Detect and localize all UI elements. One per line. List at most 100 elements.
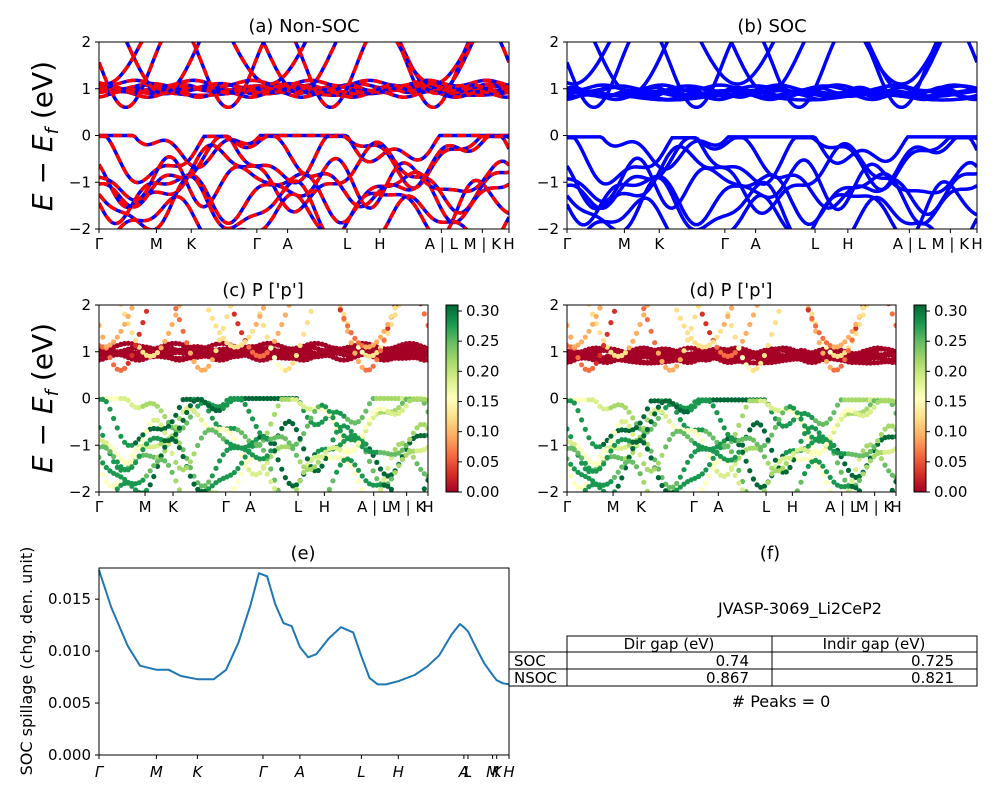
- pt-layerC-u2-75: [370, 342, 376, 348]
- pt-layerC-v0-41: [246, 395, 252, 402]
- pt-layerC-v4-86: [410, 454, 416, 460]
- pt-layerC-v2-1: [100, 432, 106, 438]
- pt-layerC-v7-51: [282, 436, 288, 442]
- pt-layerD-v5-28: [667, 498, 672, 503]
- pt-layerD-v0-15: [619, 402, 625, 408]
- band-a-val-up-0: [99, 133, 509, 170]
- pt-layerD-v6-64: [798, 438, 804, 444]
- pt-layerD-u2-85: [875, 270, 880, 275]
- pt-layerC-v2-65: [334, 421, 340, 428]
- pt-layerC-v6-80: [388, 451, 394, 457]
- pt-layerD-u2-7: [590, 321, 596, 327]
- pt-layerC-u2-33: [217, 330, 223, 336]
- pt-layerC-u0-88: [418, 261, 423, 266]
- pt-layerC-v1-38: [235, 427, 241, 433]
- pt-layerC-v7-58: [308, 466, 314, 472]
- cbtick-cbticksC-0: 0.00: [466, 483, 499, 501]
- pt-layerC-v5-59: [312, 501, 317, 506]
- pt-layerC-u0-32: [213, 269, 218, 274]
- pt-layerD-u1-62: [791, 284, 796, 289]
- pt-layerD-v1-5: [582, 426, 588, 432]
- pt-layerD-v5-11: [604, 481, 610, 487]
- pt-layerC-v7-4: [111, 454, 117, 460]
- pt-layerD-u2-63: [795, 281, 800, 286]
- pt-layerC-v3-48: [271, 448, 278, 454]
- pt-layerD-v4-36: [696, 473, 702, 480]
- pt-layerD-v7-12: [608, 448, 614, 454]
- pt-layerC-v4-51: [283, 499, 288, 504]
- pt-layerC-v4-6: [118, 474, 124, 480]
- pt-layerC-v7-10: [133, 459, 139, 466]
- pt-layerD-v1-81: [860, 409, 866, 415]
- pt-layerD-u2-39: [707, 342, 713, 348]
- pt-layerD-v5-23: [649, 496, 654, 501]
- pt-layerD-u0-45: [728, 352, 735, 359]
- pt-layerD-u0-58: [776, 261, 781, 266]
- ytick-a-4: 2: [81, 33, 91, 51]
- pt-layerD-c7-90: [893, 348, 896, 354]
- pt-layerC-v0-17: [158, 408, 164, 414]
- pt-layerC-v5-90: [425, 477, 428, 483]
- pt-layerC-v7-61: [319, 454, 325, 460]
- pt-layerC-v5-32: [213, 490, 219, 492]
- pt-layerD-v6-90: [893, 427, 896, 433]
- pt-layerD-v2-46: [732, 461, 738, 467]
- panel-a-title: (a) Non-SOC: [248, 16, 359, 37]
- pt-layerC-v6-40: [242, 447, 248, 453]
- pt-layerD-v5-75: [838, 484, 844, 490]
- pt-layerD-v6-56: [769, 447, 775, 453]
- pt-layerC-v5-52: [287, 493, 292, 498]
- cbtick-cbticksC-6: 0.30: [466, 302, 499, 320]
- pt-layerC-v1-39: [239, 430, 245, 436]
- pt-layerD-v7-9: [597, 466, 603, 472]
- pt-layerD-v7-8: [593, 468, 599, 474]
- pt-layerC-u2-86: [411, 263, 416, 268]
- pt-layerD-u2-25: [656, 264, 661, 269]
- pt-layerC-u2-12: [140, 279, 145, 284]
- pt-layerD-v7-20: [637, 437, 643, 443]
- pt-layerC-v5-37: [231, 485, 237, 491]
- pt-layerD-v1-24: [652, 398, 658, 404]
- pt-layerD-u2-23: [649, 252, 654, 257]
- pt-layerC-u1-29: [202, 367, 208, 373]
- pt-layerC-u0-37: [231, 311, 237, 317]
- pt-layerC-v7-34: [220, 405, 226, 411]
- pt-layerC-v2-27: [195, 412, 201, 418]
- pt-layerD-v1-83: [867, 402, 874, 408]
- pt-layerD-u0-52: [754, 305, 760, 308]
- pt-layerD-u1-14: [616, 299, 621, 304]
- pt-layerD-u2-82: [864, 297, 869, 302]
- pt-layerC-u1-76: [374, 357, 380, 363]
- pt-layerD-v2-59: [780, 410, 786, 416]
- band-b-val-5: [585, 193, 977, 229]
- pt-layerC-u0-48: [271, 338, 278, 344]
- pt-layerD-v5-37: [699, 486, 705, 492]
- pt-layerC-v4-14: [147, 482, 153, 488]
- pt-layerD-u1-83: [868, 288, 873, 293]
- y-axis-label-top: E − Ef (eV): [26, 61, 63, 211]
- ytick-a-3: 1: [81, 80, 91, 98]
- pt-layerD-u1-48: [739, 355, 746, 361]
- pt-layerD-v3-51: [750, 476, 757, 482]
- pt-layerD-v1-54: [761, 398, 768, 404]
- xtick-b-9: H: [971, 235, 982, 253]
- pt-layerC-v1-20: [169, 419, 175, 425]
- pt-layerC-u2-42: [249, 328, 256, 334]
- pt-layerD-v5-59: [780, 503, 785, 508]
- pt-layerD-u1-19: [634, 289, 639, 294]
- pt-layerC-v5-18: [162, 458, 168, 464]
- pt-layerC-u0-61: [319, 264, 324, 269]
- pt-layerC-u0-89: [422, 260, 427, 265]
- pt-layerD-v0-25: [655, 415, 662, 421]
- pt-layerD-v6-18: [630, 431, 636, 437]
- pt-layerD-u1-36: [696, 305, 702, 309]
- pt-layerC-v5-65: [334, 469, 340, 475]
- pt-layerC-v0-18: [162, 413, 168, 420]
- pt-layerC-v7-13: [143, 441, 150, 447]
- pt-layerC-v7-30: [206, 403, 212, 409]
- ytick-e-0: 0.000: [48, 746, 91, 764]
- pt-layerD-u0-9: [597, 330, 603, 336]
- pt-layerC-v0-48: [271, 395, 278, 402]
- pt-layerC-u2-70: [352, 335, 358, 341]
- pt-layerC-v6-32: [213, 429, 219, 435]
